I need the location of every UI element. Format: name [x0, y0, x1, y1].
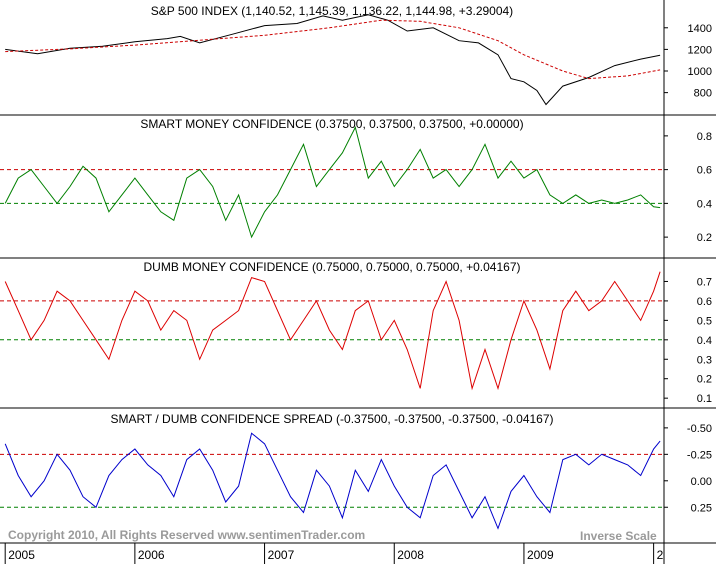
- y-tick-label: 0.6: [697, 165, 712, 177]
- copyright-text: Copyright 2010, All Rights Reserved www.…: [8, 528, 365, 542]
- y-tick-label: -0.25: [687, 449, 712, 461]
- panel-title: SMART MONEY CONFIDENCE (0.37500, 0.37500…: [140, 117, 523, 131]
- series-line: [4, 125, 661, 239]
- series-line: [4, 432, 661, 530]
- series-line: [5, 14, 661, 106]
- y-tick-label: 1200: [688, 44, 712, 56]
- panel-3: 0.1 0.2 0.3 0.4 0.5 0.6 0.7 DUMB MONEY CONFIDEN…: [0, 260, 716, 409]
- y-tick-label: 0.3: [697, 354, 712, 366]
- panel-2: 0.2 0.4 0.6 0.8 SMART MONEY CONFIDENCE (0.37…: [0, 117, 716, 259]
- panel-title: DUMB MONEY CONFIDENCE (0.75000, 0.75000,…: [144, 260, 521, 274]
- y-tick-label: 800: [694, 88, 712, 100]
- x-tick-label: 2006: [138, 548, 165, 562]
- y-tick-label: 0.5: [697, 315, 712, 327]
- y-tick-label: 0.4: [697, 335, 712, 347]
- y-tick-label: 0.00: [691, 476, 712, 488]
- x-tick-label: 2008: [397, 548, 424, 562]
- y-tick-label: -0.50: [687, 423, 712, 435]
- y-tick-label: 1400: [688, 23, 712, 35]
- panel-title: S&P 500 INDEX (1,140.52, 1,145.39, 1,136…: [151, 4, 513, 18]
- y-tick-label: 0.8: [697, 131, 712, 143]
- series-line: [4, 271, 661, 391]
- x-tick-label: 2005: [8, 548, 35, 562]
- y-tick-label: 0.2: [697, 232, 712, 244]
- y-tick-label: 0.7: [697, 276, 712, 288]
- y-tick-label: 0.25: [691, 502, 712, 514]
- panel-title: SMART / DUMB CONFIDENCE SPREAD (-0.37500…: [110, 412, 553, 426]
- x-axis: 2005 2006 2007 2008 2009 2: [4, 543, 664, 564]
- y-tick-label: 1000: [688, 66, 712, 78]
- x-tick-label: 2: [657, 548, 664, 562]
- panel-4: -0.50 -0.25 0.00 0.25 SMART / DUMB CONFIDENC…: [0, 412, 716, 544]
- inverse-scale-label: Inverse Scale: [580, 529, 657, 543]
- x-tick-label: 2009: [527, 548, 554, 562]
- y-tick-label: 0.4: [697, 198, 712, 210]
- series-line: [5, 19, 661, 80]
- x-tick-label: 2007: [268, 548, 295, 562]
- y-tick-label: 0.2: [697, 374, 712, 386]
- y-tick-label: 0.6: [697, 296, 712, 308]
- panel-1: 800 1000 1200 1400 S&P 500 INDEX (1,140.52, …: [0, 4, 716, 116]
- y-tick-label: 0.1: [697, 393, 712, 405]
